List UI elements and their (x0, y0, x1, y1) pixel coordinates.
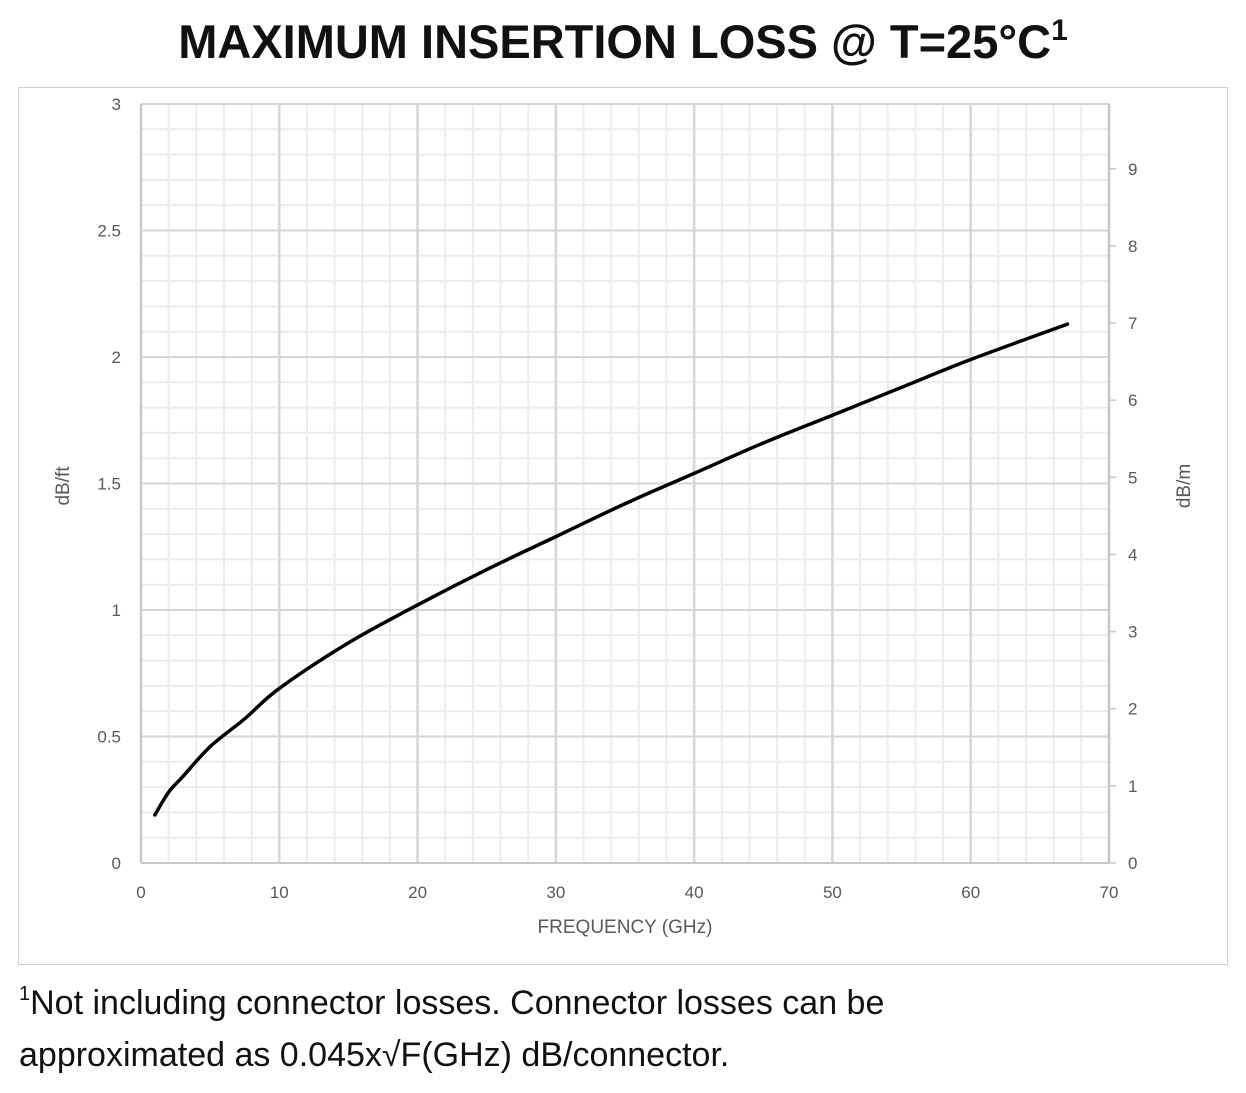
y2-tick-label: 5 (1128, 468, 1137, 487)
y-tick-label: 0 (112, 854, 121, 873)
y-tick-label: 2.5 (97, 222, 121, 241)
chart-title: MAXIMUM INSERTION LOSS @ T=25°C1 (0, 14, 1246, 69)
y2-tick-label: 9 (1128, 160, 1137, 179)
y-tick-label: 1 (112, 601, 121, 620)
x-tick-label: 30 (546, 883, 565, 902)
chart-title-text: MAXIMUM INSERTION LOSS @ T=25°C (178, 15, 1052, 68)
footnote-line-2: approximated as 0.045x√F(GHz) dB/connect… (19, 1036, 729, 1075)
title-superscript: 1 (1051, 14, 1068, 47)
footnote-marker: 1 (19, 983, 31, 1005)
y2-tick-label: 4 (1128, 545, 1137, 564)
x-tick-label: 50 (823, 883, 842, 902)
y2-tick-label: 3 (1128, 623, 1137, 642)
y2-tick-label: 1 (1128, 777, 1137, 796)
y2-tick-label: 6 (1128, 391, 1137, 410)
y2-tick-label: 7 (1128, 314, 1137, 333)
chart-frame (18, 87, 1228, 965)
x-tick-label: 20 (408, 883, 427, 902)
footnote-line-1: 1Not including connector losses. Connect… (19, 983, 884, 1023)
x-axis-label: FREQUENCY (GHz) (538, 917, 713, 938)
x-tick-label: 0 (136, 883, 145, 902)
y-tick-label: 3 (112, 95, 121, 114)
y2-tick-label: 0 (1128, 854, 1137, 873)
y2-tick-label: 2 (1128, 700, 1137, 719)
x-tick-label: 60 (961, 883, 980, 902)
y-tick-label: 1.5 (97, 475, 121, 494)
y-tick-label: 2 (112, 348, 121, 367)
x-tick-label: 70 (1100, 883, 1119, 902)
insertion-loss-line (153, 322, 1070, 817)
x-tick-label: 40 (685, 883, 704, 902)
y2-axis-label: dB/m (1174, 464, 1195, 508)
y2-tick-label: 8 (1128, 237, 1137, 256)
y-tick-label: 0.5 (97, 728, 121, 747)
footnote-text-2: approximated as 0.045x√F(GHz) dB/connect… (19, 1036, 730, 1074)
footnote-text-1: Not including connector losses. Connecto… (30, 984, 885, 1022)
x-tick-label: 10 (270, 883, 289, 902)
y-axis-label: dB/ft (53, 466, 74, 506)
